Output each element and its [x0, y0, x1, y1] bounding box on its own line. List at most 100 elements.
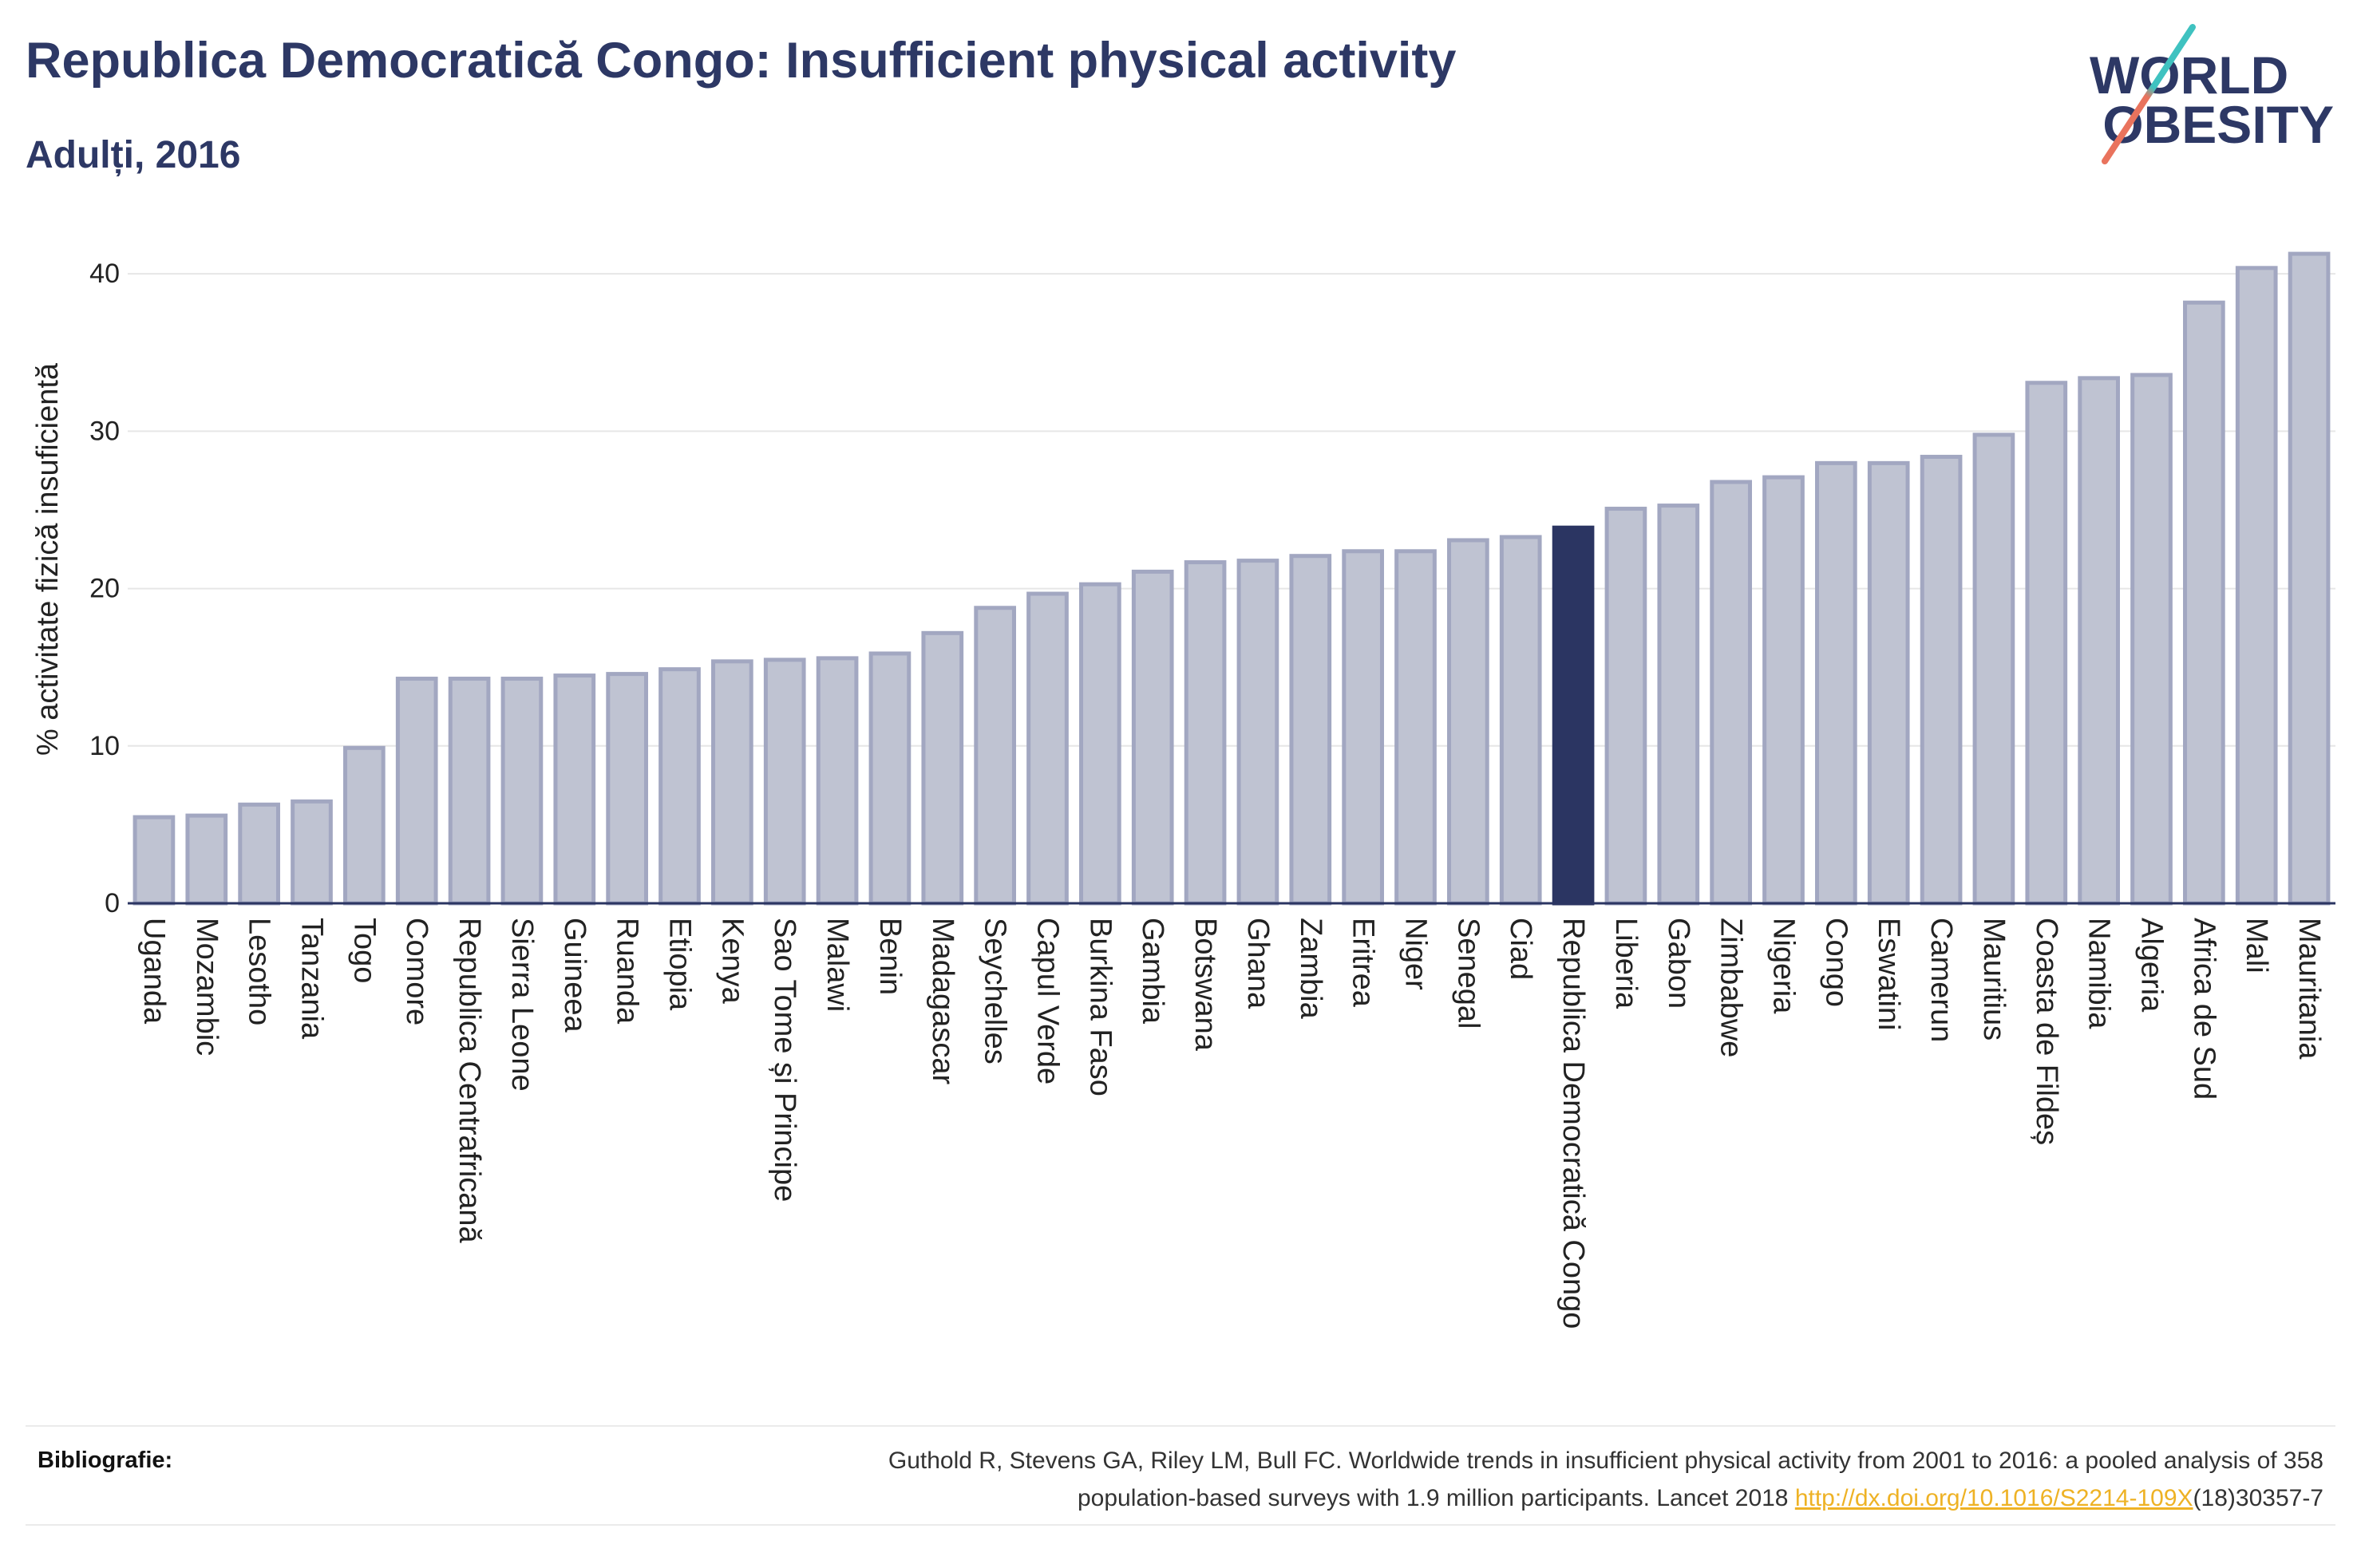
logo-word-obesity: OBESITY — [2102, 95, 2334, 154]
bar-burkina-faso — [1079, 582, 1121, 906]
y-tick-label: 20 — [89, 574, 120, 604]
x-tick-labels: Uganda Mozambic Lesotho Tanzania Togo Comore R… — [137, 918, 2326, 1329]
x-tick-label: Liberia — [1609, 918, 1643, 1009]
bar-algeria — [2130, 373, 2173, 906]
x-tick-label: Madagascar — [926, 918, 959, 1084]
bar-gambia — [1131, 569, 1174, 906]
x-tick-label: Botswana — [1188, 918, 1222, 1052]
bar-etiopia — [658, 667, 701, 906]
y-tick-labels: 0 10 20 30 40 — [89, 259, 120, 918]
bar-congo — [1815, 460, 1857, 906]
logo-word-world: WORLD — [2090, 45, 2288, 105]
world-obesity-logo: WORLD OBESITY — [2090, 24, 2334, 164]
y-tick-label: 30 — [89, 416, 120, 446]
bar-mozambic — [185, 813, 228, 906]
bar-tanzania — [291, 799, 333, 906]
bar-kenya — [711, 659, 753, 906]
x-tick-label: Camerun — [1924, 918, 1958, 1042]
y-tick-label: 0 — [105, 888, 120, 918]
x-tick-label: Mali — [2240, 918, 2273, 974]
citation-line-1: Guthold R, Stevens GA, Riley LM, Bull FC… — [888, 1448, 2323, 1474]
bar-senegal — [1447, 538, 1489, 906]
x-tick-label: Eritrea — [1347, 918, 1380, 1008]
bar-namibia — [2078, 376, 2120, 906]
bar-capul-verde — [1026, 591, 1069, 906]
bars — [132, 251, 2331, 906]
x-tick-label: Malawi — [821, 918, 854, 1012]
chart-title: Republica Democratică Congo: Insufficien… — [26, 33, 1457, 89]
bar-lesotho — [238, 802, 280, 906]
gridlines — [128, 273, 2335, 747]
x-tick-label: Sierra Leone — [505, 918, 539, 1092]
y-tick-label: 40 — [89, 259, 120, 289]
bar-sao-tome-si-principe — [763, 658, 806, 906]
bar-sierra-leone — [500, 677, 544, 906]
bar-togo — [343, 745, 386, 906]
bar-mauritius — [1972, 432, 2015, 906]
x-tick-label: Comore — [400, 918, 433, 1025]
bar-uganda — [132, 815, 176, 906]
bar-coasta-de-fildes — [2025, 381, 2068, 906]
x-tick-label: Republica Centrafricană — [453, 918, 486, 1244]
x-tick-label: Togo — [347, 918, 381, 983]
bar-malawi — [816, 656, 859, 906]
x-tick-label: Gabon — [1662, 918, 1695, 1009]
citation-line-2: population-based surveys with 1.9 millio… — [888, 1479, 2323, 1517]
bar-eswatini — [1867, 460, 1910, 906]
bar-eritrea — [1342, 549, 1384, 906]
x-tick-label: Burkina Faso — [1083, 918, 1117, 1096]
bar-botswana — [1184, 560, 1227, 906]
bar-benin — [868, 651, 912, 906]
citation: Guthold R, Stevens GA, Riley LM, Bull FC… — [888, 1442, 2323, 1517]
footer-bottom-rule — [26, 1524, 2335, 1526]
x-tick-label: Eswatini — [1872, 918, 1905, 1031]
x-tick-label: Niger — [1399, 918, 1433, 990]
x-tick-label: Nigeria — [1767, 918, 1801, 1014]
x-tick-label: Namibia — [2082, 918, 2116, 1029]
bar-gabon — [1657, 504, 1700, 906]
x-tick-label: Ciad — [1504, 918, 1537, 980]
footer-top-rule — [26, 1425, 2335, 1427]
bar-niger — [1394, 549, 1437, 906]
x-tick-label: Mauritania — [2292, 918, 2326, 1060]
x-tick-label: Algeria — [2135, 918, 2169, 1013]
y-axis-title: % activitate fizică insuficientă — [31, 362, 65, 756]
bar-nigeria — [1762, 475, 1805, 906]
bar-seychelles — [974, 606, 1016, 906]
doi-link[interactable]: http://dx.doi.org/10.1016/S2214-109X — [1794, 1485, 2193, 1511]
x-tick-label: Kenya — [715, 918, 749, 1005]
x-tick-label: Mozambic — [190, 918, 223, 1056]
logo-slash-icon — [2102, 24, 2196, 164]
bar-mauritania — [2288, 251, 2331, 906]
bar-ghana — [1236, 559, 1279, 906]
x-tick-label: Guineea — [558, 918, 591, 1033]
x-tick-label: Ghana — [1241, 918, 1275, 1009]
x-tick-label: Congo — [1819, 918, 1853, 1007]
bar-republica-democratica-congo — [1552, 525, 1595, 906]
bar-liberia — [1604, 507, 1647, 906]
bar-comore — [395, 677, 438, 906]
citation-line-2-text: population-based surveys with 1.9 millio… — [1077, 1485, 1795, 1511]
x-tick-label: Zimbabwe — [1714, 918, 1748, 1057]
x-tick-label: Etiopia — [663, 918, 697, 1011]
x-tick-label: Coasta de Fildeș — [2030, 918, 2063, 1145]
x-tick-label: Sao Tome și Principe — [768, 918, 801, 1202]
x-tick-label: Lesotho — [243, 918, 276, 1025]
y-tick-label: 10 — [89, 731, 120, 761]
chart-subtitle: Adulți, 2016 — [26, 134, 241, 176]
bar-ruanda — [606, 672, 648, 906]
x-tick-label: Seychelles — [979, 918, 1012, 1064]
bar-africa-de-sud — [2183, 300, 2225, 906]
x-tick-label: Republica Democratică Congo — [1556, 918, 1590, 1329]
bar-guineea — [553, 673, 596, 906]
bibliography-label: Bibliografie: — [38, 1448, 173, 1473]
x-tick-label: Capul Verde — [1031, 918, 1065, 1084]
citation-tail: (18)30357-7 — [2193, 1485, 2323, 1511]
bar-republica-centrafricana — [448, 677, 491, 906]
x-tick-label: Senegal — [1451, 918, 1485, 1029]
x-tick-label: Africa de Sud — [2187, 918, 2221, 1100]
bar-chart: % activitate fizică insuficientă 0 10 20 30… — [31, 251, 2335, 1329]
bar-mali — [2235, 266, 2278, 906]
x-tick-label: Uganda — [137, 918, 171, 1025]
bar-madagascar — [921, 630, 964, 906]
